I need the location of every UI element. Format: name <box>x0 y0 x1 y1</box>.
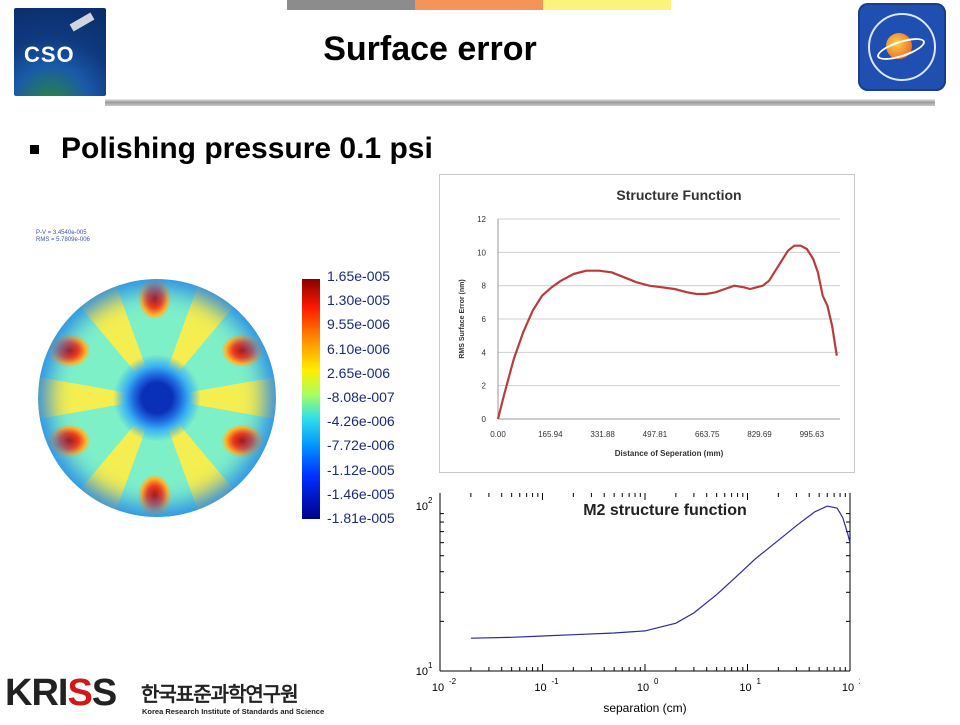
surface-map-rim <box>38 279 276 517</box>
accent-bar-yellow <box>543 0 671 10</box>
chart-title: Structure Function <box>616 187 741 203</box>
y-tick-label: 0 <box>482 415 487 424</box>
structure-function-chart: Structure Function 0 2 4 6 8 10 12 0.00 165.94 331… <box>439 174 855 473</box>
colorbar-label: -8.08e-007 <box>327 388 395 405</box>
colorbar-label: -7.72e-006 <box>327 437 395 454</box>
colorbar-label: 6.10e-006 <box>327 340 391 357</box>
y-tick-label: 12 <box>477 215 486 224</box>
cso-logo: CSO <box>14 8 106 96</box>
colorbar-label: 2.65e-006 <box>327 364 391 381</box>
top-accent-bars <box>287 0 671 10</box>
x-tick-label: 497.81 <box>643 430 668 439</box>
m2-structure-function-chart: 10-210-1100101102101102M2 structure func… <box>415 488 864 720</box>
series-line <box>470 505 851 639</box>
rms-value: RMS = 5.7809e-006 <box>36 237 90 243</box>
kriss-wordmark: KRISS <box>5 672 117 714</box>
cso-logo-text: CSO <box>24 42 75 67</box>
x-tick-exponent: -1 <box>552 677 560 686</box>
x-tick-label: 10 <box>637 682 649 694</box>
x-axis-label: separation (cm) <box>603 701 686 715</box>
y-tick-label: 10 <box>416 666 428 678</box>
x-tick-label: 10 <box>842 682 854 694</box>
planet-icon <box>886 33 912 59</box>
x-tick-label: 10 <box>739 682 751 694</box>
x-axis-label: Distance of Seperation (mm) <box>615 449 724 458</box>
kriss-korean-name: 한국표준과학연구원 <box>141 682 299 706</box>
m2-structure-function-svg: 10-210-1100101102101102M2 structure func… <box>416 493 864 715</box>
x-tick-exponent: 0 <box>654 677 659 686</box>
accent-bar-gray <box>287 0 415 10</box>
x-tick-label: 10 <box>432 682 444 694</box>
x-tick-label: 331.88 <box>590 430 615 439</box>
kasi-ring <box>868 13 936 81</box>
title-divider <box>105 99 935 106</box>
y-tick-label: 6 <box>482 315 487 324</box>
x-tick-label: 995.63 <box>800 430 825 439</box>
slide-title: Surface error <box>323 30 537 68</box>
y-tick-label: 10 <box>416 501 428 513</box>
bullet-item: Polishing pressure 0.1 psi <box>30 132 433 166</box>
accent-bar-orange <box>415 0 543 10</box>
y-tick-exponent: 1 <box>428 661 433 670</box>
colorbar-label: -4.26e-006 <box>327 413 395 430</box>
bullet-text: Polishing pressure 0.1 psi <box>61 132 433 165</box>
kasi-logo <box>858 3 946 91</box>
colorbar-labels: 1.65e-005 1.30e-005 9.55e-006 6.10e-006 2.65… <box>327 264 407 530</box>
y-tick-exponent: 2 <box>428 496 433 505</box>
y-tick-label: 4 <box>482 348 487 357</box>
surface-error-map <box>38 279 276 517</box>
y-tick-label: 8 <box>482 282 487 291</box>
colorbar-label: -1.81e-005 <box>327 509 395 526</box>
series-line <box>496 244 838 420</box>
structure-function-svg: Structure Function 0 2 4 6 8 10 12 0.00 165.94 331… <box>459 187 840 458</box>
colorbar-label: 1.65e-005 <box>327 268 391 284</box>
colorbar-label: 1.30e-005 <box>327 292 391 309</box>
y-tick-label: 2 <box>482 382 487 391</box>
chart-title: M2 structure function <box>583 502 747 519</box>
satellite-icon <box>69 12 95 32</box>
x-tick-label: 663.75 <box>695 430 720 439</box>
y-tick-label: 10 <box>477 248 486 257</box>
bullet-square-icon <box>30 144 39 154</box>
kriss-logo: KRISS 한국표준과학연구원 Korea Research Institute… <box>5 670 324 720</box>
x-tick-label: 829.69 <box>747 430 772 439</box>
x-tick-label: 10 <box>534 682 546 694</box>
kriss-english-name: Korea Research Institute of Standards an… <box>142 707 325 716</box>
colorbar-label: -1.12e-005 <box>327 461 395 478</box>
y-axis-label: RMS Surface Error (nm) <box>459 279 466 358</box>
colorbar-label: 9.55e-006 <box>327 316 391 333</box>
pv-value: P-V = 3.4540e-005 <box>36 230 87 236</box>
x-tick-exponent: 1 <box>757 677 762 686</box>
x-tick-exponent: 2 <box>859 677 860 686</box>
x-tick-label: 165.94 <box>538 430 563 439</box>
surface-stats: P-V = 3.4540e-005 RMS = 5.7809e-006 <box>36 230 90 244</box>
x-tick-exponent: -2 <box>449 677 457 686</box>
x-tick-label: 0.00 <box>490 430 506 439</box>
colorbar-label: -1.46e-005 <box>327 485 395 502</box>
colorbar <box>302 279 320 519</box>
